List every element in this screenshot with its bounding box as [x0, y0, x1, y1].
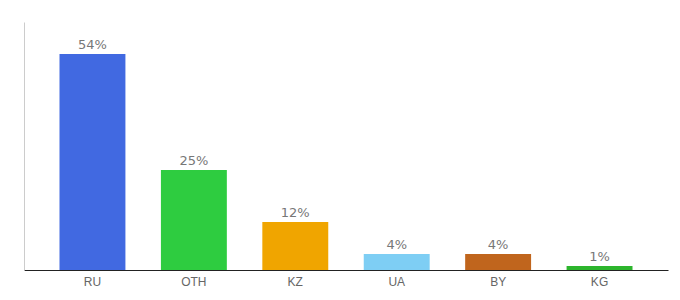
x-tick: KG: [591, 275, 608, 289]
x-tick-label: UA: [388, 275, 405, 289]
x-axis: RU OTH KZ UA BY KG: [25, 271, 669, 290]
bar: [161, 170, 227, 270]
data-label: 1%: [589, 249, 610, 264]
data-label: 54%: [78, 37, 107, 52]
bar: [364, 254, 430, 270]
x-tick: UA: [388, 275, 405, 289]
data-label: 12%: [281, 205, 310, 220]
y-axis: [24, 23, 25, 271]
x-tick: RU: [84, 275, 101, 289]
x-axis-line: [25, 270, 669, 271]
x-tick-label: KZ: [288, 275, 303, 289]
data-label: 4%: [386, 237, 407, 252]
data-labels: 54% 25% 12% 4% 4% 1%: [78, 37, 610, 264]
data-label: 4%: [488, 237, 509, 252]
x-tick-label: RU: [84, 275, 101, 289]
y-axis-line: [24, 23, 25, 271]
chart: 54% 25% 12% 4% 4% 1% RU OTH KZ UA BY KG: [0, 0, 680, 300]
data-label: 25%: [179, 153, 208, 168]
x-tick: BY: [490, 275, 506, 289]
x-tick: KZ: [288, 275, 303, 289]
bar: [262, 222, 328, 270]
bar: [567, 266, 633, 270]
x-tick-label: OTH: [181, 275, 206, 289]
plot: 54% 25% 12% 4% 4% 1% RU OTH KZ UA BY KG: [25, 23, 669, 290]
x-tick: OTH: [181, 275, 206, 289]
bar: [59, 54, 125, 270]
bar: [465, 254, 531, 270]
x-tick-label: BY: [490, 275, 506, 289]
x-tick-label: KG: [591, 275, 608, 289]
bars: [59, 54, 632, 270]
